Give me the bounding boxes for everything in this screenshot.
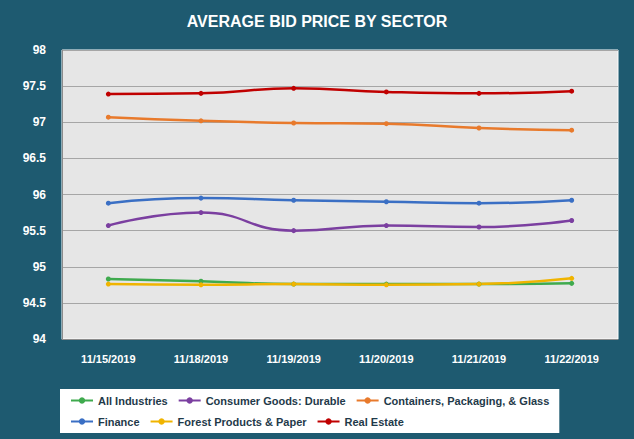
svg-text:11/20/2019: 11/20/2019 — [359, 353, 413, 365]
svg-text:97.5: 97.5 — [23, 79, 47, 93]
svg-text:Finance: Finance — [98, 416, 140, 428]
svg-text:95: 95 — [33, 260, 47, 274]
svg-text:AVERAGE BID PRICE BY SECTOR: AVERAGE BID PRICE BY SECTOR — [187, 13, 448, 30]
svg-text:95.5: 95.5 — [23, 224, 47, 238]
svg-text:11/22/2019: 11/22/2019 — [544, 353, 598, 365]
svg-text:Containers, Packaging, & Glass: Containers, Packaging, & Glass — [384, 395, 550, 407]
svg-text:All Industries: All Industries — [98, 395, 168, 407]
svg-text:11/19/2019: 11/19/2019 — [266, 353, 320, 365]
svg-text:11/18/2019: 11/18/2019 — [174, 353, 228, 365]
svg-text:96.5: 96.5 — [23, 151, 47, 165]
svg-text:98: 98 — [33, 43, 47, 57]
svg-text:11/21/2019: 11/21/2019 — [452, 353, 506, 365]
svg-text:94: 94 — [33, 332, 47, 346]
svg-text:Real Estate: Real Estate — [345, 416, 404, 428]
svg-text:11/15/2019: 11/15/2019 — [81, 353, 135, 365]
svg-text:96: 96 — [33, 188, 47, 202]
svg-text:Consumer Goods: Durable: Consumer Goods: Durable — [206, 395, 346, 407]
svg-text:97: 97 — [33, 115, 47, 129]
svg-text:94.5: 94.5 — [23, 296, 47, 310]
svg-text:Forest Products & Paper: Forest Products & Paper — [178, 416, 308, 428]
